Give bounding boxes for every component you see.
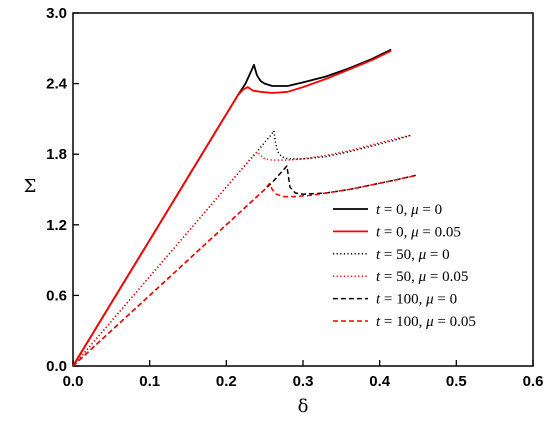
series-line-6 bbox=[72, 174, 416, 367]
y-axis-ticks: 0.0 0.6 1.2 1.8 2.4 3.0 bbox=[46, 5, 79, 375]
legend-entry: t = 0, μ = 0.05 bbox=[376, 224, 461, 240]
y-tick-label: 2.4 bbox=[46, 76, 68, 93]
x-tick-label: 0.6 bbox=[523, 373, 544, 390]
legend: t = 0, μ = 0 t = 0, μ = 0.05 t = 50, μ = 0… bbox=[333, 202, 476, 330]
x-tick-label: 0.2 bbox=[216, 373, 237, 390]
y-tick-label: 0.0 bbox=[46, 358, 67, 375]
x-tick-label: 0.3 bbox=[293, 373, 314, 390]
series-line-3 bbox=[72, 129, 411, 367]
series-line-2 bbox=[72, 49, 392, 367]
series-line-4 bbox=[72, 134, 411, 367]
x-tick-label: 0.0 bbox=[63, 373, 84, 390]
y-tick-label: 1.2 bbox=[46, 217, 67, 234]
y-tick-label: 3.0 bbox=[46, 5, 67, 22]
legend-entry: t = 0, μ = 0 bbox=[376, 202, 442, 218]
y-tick-label: 0.6 bbox=[46, 287, 67, 304]
series-line-1 bbox=[72, 48, 392, 367]
series-line-5 bbox=[72, 165, 416, 367]
legend-entry: t = 50, μ = 0.05 bbox=[376, 269, 468, 285]
y-axis-label: Σ bbox=[24, 176, 37, 197]
legend-entry: t = 100, μ = 0 bbox=[376, 292, 457, 308]
x-axis-ticks: 0.0 0.1 0.2 0.3 0.4 0.5 0.6 bbox=[63, 360, 544, 390]
y-tick-label: 1.8 bbox=[46, 146, 67, 163]
series-layer bbox=[72, 48, 416, 367]
legend-entry: t = 100, μ = 0.05 bbox=[376, 314, 476, 330]
legend-entry: t = 50, μ = 0 bbox=[376, 247, 450, 263]
x-tick-label: 0.5 bbox=[446, 373, 467, 390]
x-tick-label: 0.1 bbox=[139, 373, 160, 390]
x-axis-label: δ bbox=[298, 396, 309, 417]
x-tick-label: 0.4 bbox=[369, 373, 391, 390]
